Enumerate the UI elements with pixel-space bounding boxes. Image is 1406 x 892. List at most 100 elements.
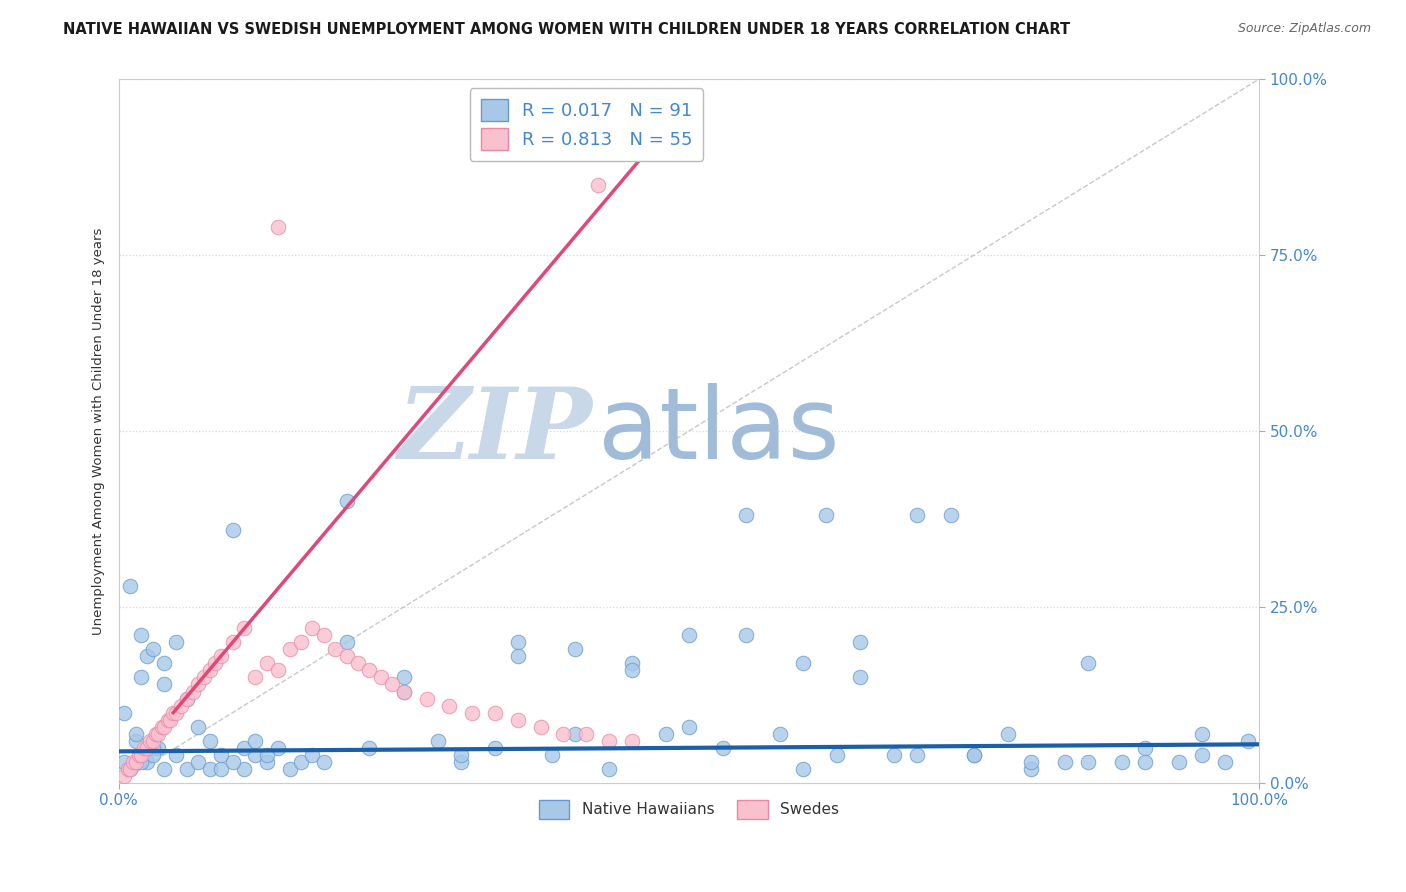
Point xyxy=(1191,747,1213,762)
Point xyxy=(450,747,472,762)
Point xyxy=(267,664,290,678)
Point xyxy=(336,649,359,664)
Point xyxy=(1019,762,1042,776)
Point xyxy=(598,762,620,776)
Point xyxy=(620,733,643,747)
Point xyxy=(142,733,165,747)
Point xyxy=(290,755,312,769)
Point xyxy=(392,684,415,698)
Point xyxy=(118,762,141,776)
Point xyxy=(118,762,141,776)
Point xyxy=(278,762,301,776)
Point xyxy=(221,635,243,649)
Point xyxy=(145,727,167,741)
Point xyxy=(256,755,278,769)
Point xyxy=(1237,733,1260,747)
Point xyxy=(162,706,184,720)
Point xyxy=(655,727,678,741)
Point xyxy=(153,677,176,691)
Point xyxy=(1213,755,1236,769)
Point xyxy=(484,740,506,755)
Point xyxy=(963,747,986,762)
Point xyxy=(359,740,381,755)
Point xyxy=(769,727,792,741)
Point xyxy=(678,628,700,642)
Point xyxy=(142,740,165,755)
Legend: Native Hawaiians, Swedes: Native Hawaiians, Swedes xyxy=(533,794,845,825)
Point xyxy=(814,508,837,523)
Point xyxy=(997,727,1019,741)
Point xyxy=(132,740,155,755)
Point xyxy=(124,727,146,741)
Point xyxy=(941,508,963,523)
Point xyxy=(245,670,267,684)
Point xyxy=(392,684,415,698)
Point xyxy=(245,747,267,762)
Point xyxy=(336,494,359,508)
Point xyxy=(1077,657,1099,671)
Point xyxy=(564,727,586,741)
Point xyxy=(233,621,256,635)
Point xyxy=(165,635,187,649)
Point xyxy=(678,720,700,734)
Point xyxy=(198,664,221,678)
Point xyxy=(112,755,135,769)
Point xyxy=(267,219,290,234)
Point xyxy=(198,733,221,747)
Point xyxy=(187,720,209,734)
Text: ZIP: ZIP xyxy=(396,383,592,479)
Point xyxy=(278,642,301,657)
Point xyxy=(165,706,187,720)
Point xyxy=(142,747,165,762)
Point xyxy=(530,720,553,734)
Point xyxy=(209,747,232,762)
Point xyxy=(392,670,415,684)
Point xyxy=(586,178,609,192)
Point xyxy=(301,621,323,635)
Point xyxy=(170,698,193,713)
Point xyxy=(112,769,135,783)
Point xyxy=(963,747,986,762)
Point xyxy=(136,649,159,664)
Point xyxy=(1054,755,1077,769)
Point xyxy=(156,713,179,727)
Point xyxy=(233,762,256,776)
Point xyxy=(198,762,221,776)
Point xyxy=(1168,755,1191,769)
Point xyxy=(792,657,814,671)
Point xyxy=(312,755,335,769)
Point xyxy=(825,747,848,762)
Point xyxy=(159,713,181,727)
Point xyxy=(176,691,198,706)
Point xyxy=(112,706,135,720)
Point xyxy=(620,657,643,671)
Text: atlas: atlas xyxy=(598,383,839,480)
Point xyxy=(256,657,278,671)
Point xyxy=(148,740,170,755)
Point xyxy=(139,733,162,747)
Point xyxy=(1135,755,1157,769)
Point xyxy=(439,698,461,713)
Point xyxy=(450,755,472,769)
Point xyxy=(506,713,529,727)
Point xyxy=(1111,755,1133,769)
Point xyxy=(176,762,198,776)
Point xyxy=(131,628,153,642)
Point xyxy=(506,635,529,649)
Point xyxy=(187,677,209,691)
Point xyxy=(1191,727,1213,741)
Point xyxy=(136,755,159,769)
Point xyxy=(221,523,243,537)
Point xyxy=(153,720,176,734)
Point xyxy=(131,747,153,762)
Point xyxy=(142,642,165,657)
Point xyxy=(187,755,209,769)
Point xyxy=(181,684,204,698)
Point xyxy=(506,649,529,664)
Point xyxy=(359,664,381,678)
Point xyxy=(267,740,290,755)
Point xyxy=(575,727,598,741)
Point xyxy=(711,740,734,755)
Point xyxy=(564,642,586,657)
Point xyxy=(153,762,176,776)
